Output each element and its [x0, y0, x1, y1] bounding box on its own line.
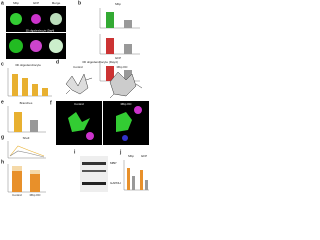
band-label: MBP [110, 161, 117, 165]
chart-title: GFP [141, 154, 147, 158]
group-label: Control [73, 65, 83, 69]
micrographs [6, 6, 66, 59]
panel-letter: a [1, 0, 4, 6]
panel-e: e Branches [1, 99, 46, 133]
chart-title: GFP [115, 56, 121, 60]
col-label: GFP [33, 1, 39, 5]
panel-letter: f [50, 100, 52, 106]
panel-a: a Mbp GFP Merge 3D oligodendrocyte (Day4… [1, 0, 66, 59]
chart-title: Mbp [115, 2, 121, 6]
x-label: Mbp KD [30, 193, 42, 197]
figure: a Mbp GFP Merge 3D oligodendrocyte (Day4… [1, 0, 149, 197]
panel-letter: h [1, 159, 4, 165]
chart-title: Branches [20, 101, 33, 105]
panel-letter: e [1, 99, 4, 105]
group-label: Mbp KD [117, 65, 129, 69]
panel-i: i MBP GAPDH [74, 149, 121, 192]
band-label: GAPDH [110, 181, 121, 185]
col-label: Mbp [13, 1, 19, 5]
chart-title: Sholl [23, 136, 30, 140]
panel-letter: c [1, 61, 4, 67]
col-label: Merge [52, 1, 61, 5]
image-label: Mbp KD [121, 102, 133, 106]
panel-b: b Mbp GFP [78, 0, 140, 82]
panel-letter: g [1, 134, 4, 140]
panel-title: 3D oligodendrocyte (Day4) [82, 60, 118, 64]
panel-c: c 3D oligodendrocyte [1, 61, 52, 97]
x-label: Control [12, 193, 22, 197]
panel-d: d 3D oligodendrocyte (Day4) Control Mbp … [56, 59, 143, 99]
panel-letter: i [74, 149, 76, 155]
panel-letter: b [78, 0, 81, 6]
panel-h: h Control Mbp KD [1, 159, 46, 197]
panel-f: f Control Mbp KD [50, 100, 149, 145]
panel-letter: j [119, 149, 122, 155]
image-label: Control [74, 102, 84, 106]
chart-title: 3D oligodendrocyte [15, 63, 41, 67]
panel-j: j Mbp GFP [119, 149, 149, 191]
chart-title: Mbp [128, 154, 134, 158]
row-label: 3D oligodendrocyte (Day4) [26, 30, 55, 33]
panel-letter: d [56, 59, 59, 65]
panel-g: g Sholl [1, 134, 46, 159]
